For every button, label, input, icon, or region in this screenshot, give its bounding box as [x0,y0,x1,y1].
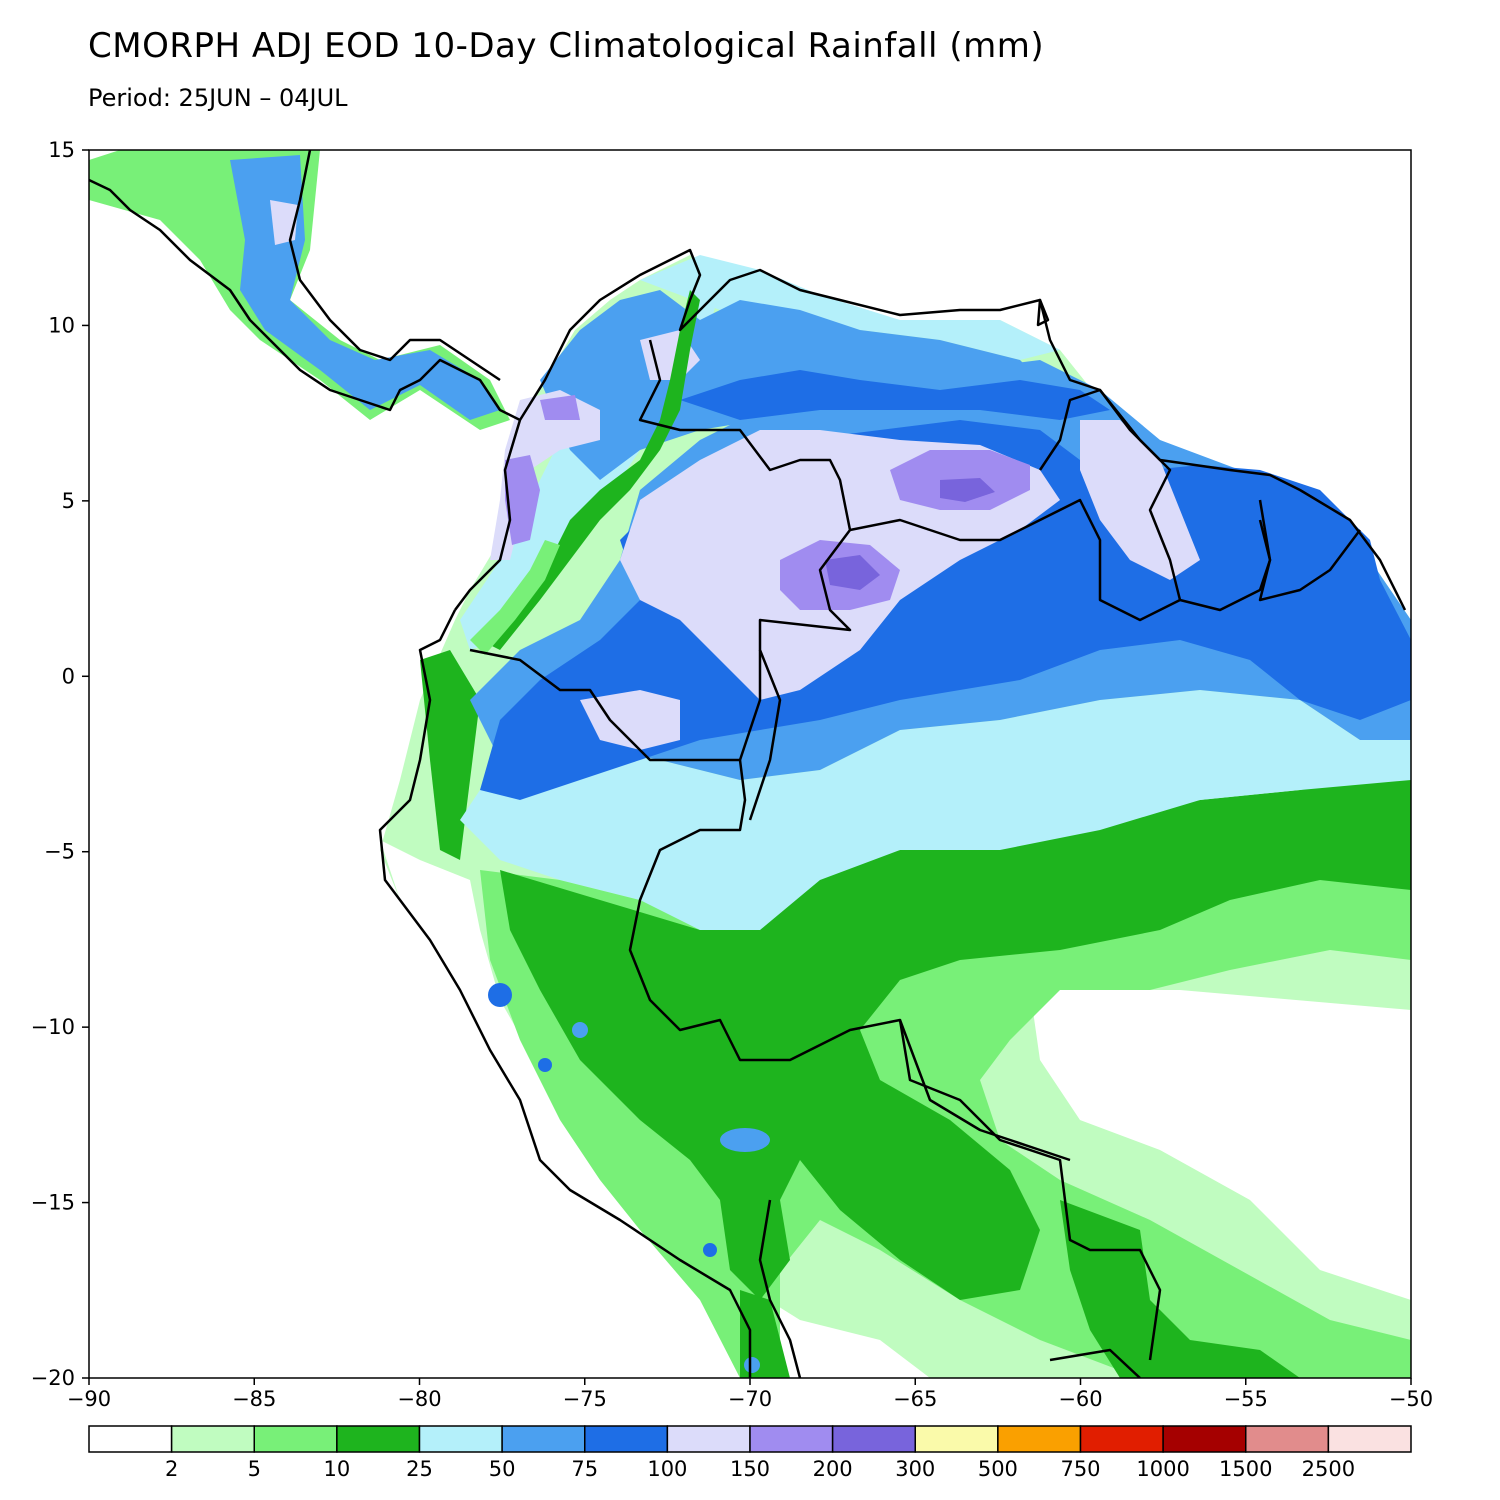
band-25-50-north-coast [640,255,1060,360]
legend-label: 300 [895,1457,935,1481]
legend-label: 2 [165,1457,178,1481]
legend-swatch [997,1425,1082,1453]
y-tick-label: −5 [44,840,75,864]
central-america-north-coast [288,150,501,382]
y-tick-label: 0 [62,664,75,688]
y-tick-label: −20 [31,1366,75,1390]
band-10-25-andes-strip [420,650,480,860]
y-tick-label: 10 [48,313,75,337]
color-legend: 2 5 10 25 50 75 100 150 200 300 500 750 1000 1500 2500 [88,1425,1412,1481]
band-10-25-south [1060,1200,1300,1378]
x-tick-label: −60 [1058,1387,1102,1411]
band-150-200-c [505,455,540,545]
y-tick-label: 5 [62,489,75,513]
legend-swatch [1162,1425,1247,1453]
border-suriname-fg [1258,499,1361,602]
x-tick-label: −55 [1224,1387,1268,1411]
rainfall-field [89,150,1411,1378]
band-100-150-guiana [1080,420,1200,580]
legend-swatch [336,1425,421,1453]
legend-swatch [501,1425,586,1453]
x-tick-label: −65 [893,1387,937,1411]
x-tick-label: −80 [397,1387,441,1411]
legend-swatch [831,1425,916,1453]
legend-swatch [88,1425,173,1453]
legend-label: 25 [406,1457,433,1481]
x-tick-label: −85 [232,1387,276,1411]
band-25-50 [460,690,1411,930]
dry-zone-southeast [1030,990,1411,1300]
andes-wet-spot-6 [744,1357,760,1373]
legend-label: 1500 [1219,1457,1272,1481]
legend-swatch [1327,1425,1412,1453]
central-america-wet-core [230,155,500,420]
border-bolivia-paraguay [1049,1348,1141,1378]
central-america-coast [89,178,521,422]
map-title: CMORPH ADJ EOD 10-Day Climatological Rai… [88,26,1045,66]
andes-wet-spot-2 [572,1022,588,1038]
legend-label: 150 [730,1457,770,1481]
x-axis: −90 −85 −80 −75 −70 −65 −60 −55 −50 [67,1378,1433,1411]
legend-label: 10 [324,1457,351,1481]
band-200-300-b [940,478,995,502]
map-subtitle: Period: 25JUN – 04JUL [88,84,348,112]
legend-swatch [1245,1425,1330,1453]
andes-wet-spot-1 [488,983,512,1007]
y-tick-label: −15 [31,1191,75,1215]
x-tick-label: −75 [563,1387,607,1411]
andes-light-green-streak [470,540,560,655]
legend-label: 500 [978,1457,1018,1481]
band-150-200-d [540,395,580,420]
band-200-300-a [825,555,880,590]
legend-label: 100 [647,1457,687,1481]
x-tick-label: −90 [67,1387,111,1411]
x-tick-label: −50 [1389,1387,1433,1411]
legend-swatch [170,1425,255,1453]
coastline-south-pacific [378,609,752,1378]
y-tick-label: −10 [31,1015,75,1039]
legend-label: 750 [1060,1457,1100,1481]
country-borders [89,150,1407,1378]
band-10-25-bolivia [740,1290,790,1378]
border-venezuela-brazil [849,498,1272,622]
legend-label: 50 [489,1457,516,1481]
trinidad [1036,298,1050,327]
x-tick-label: −70 [728,1387,772,1411]
border-colombia-venezuela [638,339,852,821]
border-chile-bolivia [758,1199,802,1378]
legend-swatch [1079,1425,1164,1453]
border-peru-brazil [738,650,762,761]
andes-wet-spot-4 [703,1243,717,1257]
y-axis: 15 10 5 0 −5 −10 −15 −20 [31,138,89,1390]
legend-swatch [584,1425,669,1453]
legend-label: 2500 [1302,1457,1355,1481]
coastline-pacific [454,248,1407,611]
border-bolivia-brazil [898,1019,1071,1162]
legend-swatch [749,1425,834,1453]
legend-swatch [253,1425,338,1453]
legend-swatch [418,1425,503,1453]
border-guyana [1038,388,1182,601]
andes-wet-spot-3 [538,1058,552,1072]
border-colombia-peru [469,648,1162,1361]
legend-label: 200 [813,1457,853,1481]
band-75-100-north [680,370,1110,420]
legend-label: 5 [248,1457,261,1481]
legend-label: 1000 [1136,1457,1189,1481]
andes-wet-spot-5 [720,1128,770,1152]
legend-swatch [914,1425,999,1453]
band-10-25 [500,770,1411,1300]
legend-label: 75 [571,1457,598,1481]
legend-swatch [666,1425,751,1453]
band-100-150-peru [580,690,680,750]
y-tick-label: 15 [48,138,75,162]
